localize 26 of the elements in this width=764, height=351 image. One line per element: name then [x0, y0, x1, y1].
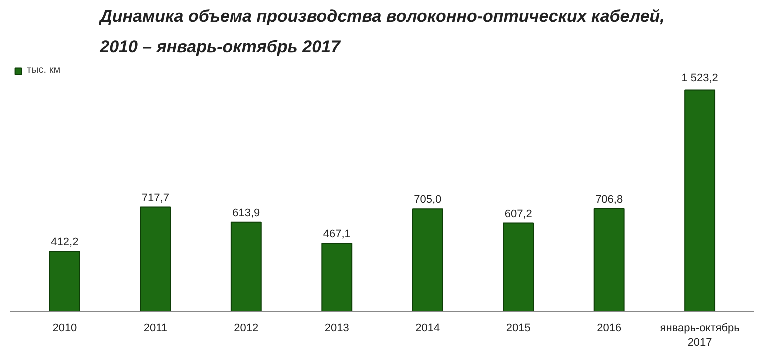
x-tick-label: 2013: [324, 322, 350, 334]
data-label: 706,8: [596, 194, 624, 206]
data-label: 1 523,2: [682, 72, 718, 84]
bar: [503, 222, 534, 312]
x-tick-label: 2010: [52, 322, 78, 334]
x-tick-label: 2014: [416, 322, 440, 334]
data-label: 717,7: [142, 192, 170, 204]
bar: [322, 243, 353, 312]
bar: [49, 251, 80, 312]
chart-title: Динамика объема производства волоконно-оптических кабелей, 2010 – январь-октябрь 2017: [98, 7, 665, 56]
data-label: 607,2: [504, 208, 532, 220]
data-label: 705,0: [414, 194, 442, 206]
bar: [684, 90, 716, 312]
bar: [412, 208, 444, 312]
x-tick-label: 2012: [234, 322, 259, 334]
x-tick-label: январь-октябрь 2017: [660, 322, 740, 349]
data-label: 467,1: [323, 228, 351, 241]
data-label: 412,2: [51, 236, 79, 249]
legend-label: тыс. км: [27, 65, 61, 76]
data-label: 613,9: [232, 207, 260, 220]
x-tick-label: 2015: [506, 322, 531, 334]
bar: [140, 206, 172, 312]
bar: [594, 208, 625, 312]
x-tick-label: 2016: [597, 322, 622, 334]
x-tick-label: 2011: [144, 322, 168, 334]
bar: [230, 222, 262, 312]
